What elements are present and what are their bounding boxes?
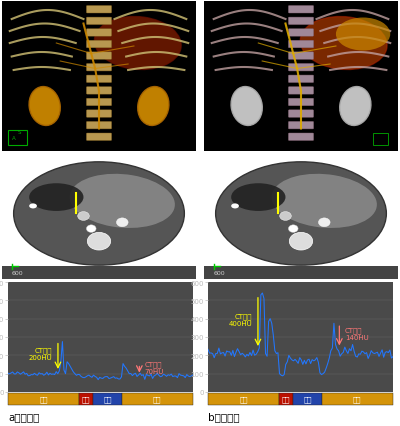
Text: A: A bbox=[12, 136, 16, 141]
Bar bbox=[79, 393, 93, 405]
Text: CT値差
140HU: CT値差 140HU bbox=[345, 326, 369, 340]
Ellipse shape bbox=[116, 219, 128, 227]
Text: 動脈: 動脈 bbox=[82, 395, 90, 402]
Text: 肝臓: 肝臓 bbox=[353, 395, 362, 402]
FancyBboxPatch shape bbox=[86, 18, 112, 26]
Text: CT値差
200HU: CT値差 200HU bbox=[29, 347, 52, 360]
Ellipse shape bbox=[318, 219, 330, 227]
Text: S: S bbox=[18, 130, 21, 135]
FancyBboxPatch shape bbox=[288, 122, 314, 130]
FancyBboxPatch shape bbox=[86, 122, 112, 130]
Ellipse shape bbox=[29, 204, 37, 209]
FancyBboxPatch shape bbox=[86, 30, 112, 37]
FancyBboxPatch shape bbox=[288, 30, 314, 37]
Text: 門脈: 門脈 bbox=[103, 395, 112, 402]
FancyBboxPatch shape bbox=[288, 18, 314, 26]
FancyBboxPatch shape bbox=[288, 87, 314, 95]
Ellipse shape bbox=[14, 162, 184, 265]
Bar bbox=[93, 393, 122, 405]
Bar bbox=[373, 134, 388, 146]
FancyBboxPatch shape bbox=[86, 76, 112, 83]
FancyBboxPatch shape bbox=[86, 87, 112, 95]
Text: 肝臓: 肝臓 bbox=[239, 395, 248, 402]
Ellipse shape bbox=[231, 184, 286, 211]
Text: 門脈: 門脈 bbox=[303, 395, 312, 402]
Ellipse shape bbox=[300, 17, 387, 70]
Text: 肝臓: 肝臓 bbox=[39, 395, 48, 402]
Ellipse shape bbox=[86, 225, 96, 233]
FancyBboxPatch shape bbox=[86, 99, 112, 106]
Bar bbox=[8, 393, 79, 405]
Ellipse shape bbox=[340, 87, 371, 126]
Text: CT値差
70HU: CT値差 70HU bbox=[145, 360, 164, 374]
Text: CT値差
400HU: CT値差 400HU bbox=[229, 313, 252, 326]
Text: 肝臓: 肝臓 bbox=[153, 395, 162, 402]
Ellipse shape bbox=[231, 204, 239, 209]
Bar bbox=[2, 267, 196, 279]
Bar bbox=[293, 393, 322, 405]
FancyBboxPatch shape bbox=[86, 6, 112, 14]
Text: b：加算後: b：加算後 bbox=[208, 412, 240, 421]
Ellipse shape bbox=[29, 184, 84, 211]
Ellipse shape bbox=[280, 212, 291, 221]
Ellipse shape bbox=[288, 225, 298, 233]
Ellipse shape bbox=[94, 17, 181, 70]
FancyBboxPatch shape bbox=[288, 64, 314, 72]
FancyBboxPatch shape bbox=[86, 134, 112, 141]
FancyBboxPatch shape bbox=[288, 6, 314, 14]
Ellipse shape bbox=[29, 87, 60, 126]
FancyBboxPatch shape bbox=[86, 41, 112, 49]
FancyBboxPatch shape bbox=[288, 111, 314, 118]
Text: 動脈: 動脈 bbox=[282, 395, 290, 402]
Ellipse shape bbox=[70, 174, 175, 228]
Bar bbox=[322, 393, 393, 405]
Bar bbox=[279, 393, 293, 405]
Ellipse shape bbox=[138, 87, 169, 126]
Ellipse shape bbox=[87, 233, 111, 250]
Bar bbox=[122, 393, 193, 405]
Text: 600: 600 bbox=[214, 271, 225, 276]
Bar bbox=[208, 393, 279, 405]
Ellipse shape bbox=[216, 162, 386, 265]
FancyBboxPatch shape bbox=[288, 53, 314, 60]
Text: a：処理前: a：処理前 bbox=[8, 412, 39, 421]
FancyBboxPatch shape bbox=[288, 134, 314, 141]
FancyBboxPatch shape bbox=[86, 64, 112, 72]
Ellipse shape bbox=[336, 18, 390, 52]
FancyBboxPatch shape bbox=[86, 53, 112, 60]
Bar bbox=[8, 131, 27, 146]
Ellipse shape bbox=[78, 212, 89, 221]
Ellipse shape bbox=[231, 87, 262, 126]
FancyBboxPatch shape bbox=[288, 99, 314, 106]
Bar bbox=[204, 267, 398, 279]
Text: 600: 600 bbox=[12, 271, 23, 276]
FancyBboxPatch shape bbox=[288, 76, 314, 83]
FancyBboxPatch shape bbox=[288, 41, 314, 49]
FancyBboxPatch shape bbox=[86, 111, 112, 118]
Ellipse shape bbox=[272, 174, 377, 228]
Ellipse shape bbox=[289, 233, 313, 250]
